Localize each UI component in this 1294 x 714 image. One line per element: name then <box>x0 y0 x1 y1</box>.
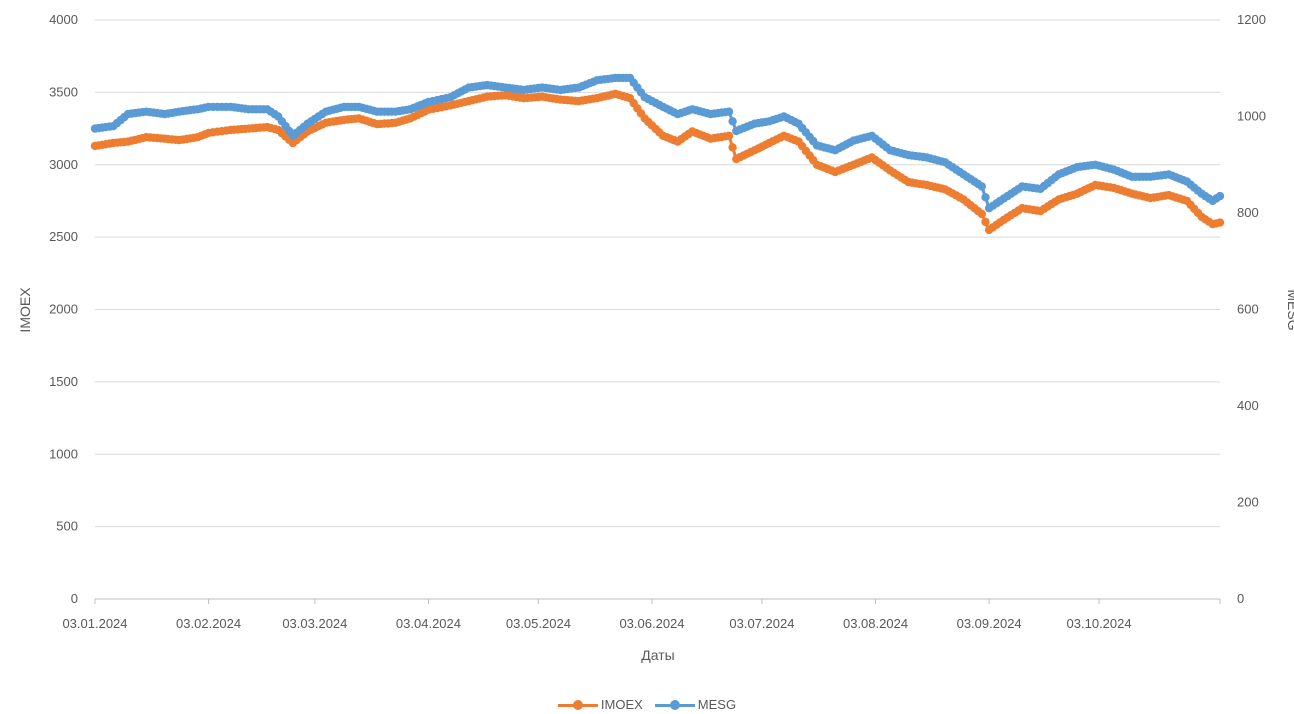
data-point <box>724 131 734 140</box>
x-tick-label: 03.07.2024 <box>729 616 794 631</box>
x-tick-label: 03.04.2024 <box>396 616 461 631</box>
right-tick-label: 200 <box>1237 495 1259 510</box>
x-tick-label: 03.08.2024 <box>843 616 908 631</box>
legend-swatch-imoex <box>557 699 598 710</box>
left-tick-label: 3000 <box>49 157 78 172</box>
x-tick-label: 03.09.2024 <box>957 616 1022 631</box>
legend-swatch-mesg <box>654 699 695 710</box>
data-point <box>1215 218 1225 227</box>
series-line-imoex <box>94 92 1221 232</box>
data-point <box>1215 191 1225 201</box>
data-point <box>728 143 737 152</box>
x-tick-label: 03.02.2024 <box>176 616 241 631</box>
left-tick-label: 0 <box>71 591 78 606</box>
left-tick-label: 2500 <box>49 229 78 244</box>
x-axis-title: Даты <box>641 647 674 663</box>
left-axis-title: IMOEX <box>17 287 33 333</box>
legend-label-imoex: IMOEX <box>600 697 643 712</box>
legend-label-mesg: MESG <box>697 697 737 712</box>
series-layer <box>90 73 1225 235</box>
series-mesg <box>90 73 1225 213</box>
right-tick-label: 1200 <box>1237 12 1266 27</box>
right-axis-title: MESG <box>1285 289 1294 330</box>
legend-item-mesg[interactable]: MESG <box>654 697 737 712</box>
right-tick-label: 0 <box>1237 591 1244 606</box>
left-tick-label: 1000 <box>49 446 78 461</box>
right-tick-label: 600 <box>1237 302 1259 317</box>
right-tick-label: 400 <box>1237 398 1259 413</box>
left-tick-label: 1500 <box>49 374 78 389</box>
x-tick-label: 03.05.2024 <box>506 616 571 631</box>
x-tick-label: 03.03.2024 <box>282 616 347 631</box>
dual-axis-line-chart: 0 500 1000 1500 2000 2500 3000 3500 4000 0 200 400… <box>17 12 1294 663</box>
data-point <box>977 182 986 191</box>
legend-item-imoex[interactable]: IMOEX <box>557 697 643 712</box>
data-point <box>728 117 737 126</box>
left-tick-label: 3500 <box>49 84 78 99</box>
left-axis-ticks: 0 500 1000 1500 2000 2500 3000 3500 4000 <box>49 12 78 606</box>
left-tick-label: 2000 <box>49 302 78 317</box>
x-tick-label: 03.06.2024 <box>619 616 684 631</box>
x-axis-ticks: 03.01.2024 03.02.2024 03.03.2024 03.04.2024… <box>62 599 1221 631</box>
right-tick-label: 1000 <box>1237 109 1266 124</box>
series-line-mesg <box>94 76 1221 210</box>
x-tick-label: 03.10.2024 <box>1067 616 1132 631</box>
data-point <box>981 217 990 227</box>
gridlines <box>95 19 1220 600</box>
data-point <box>977 209 986 219</box>
legend: IMOEX MESG <box>0 697 1294 712</box>
x-tick-label: 03.01.2024 <box>62 616 127 631</box>
left-tick-label: 4000 <box>49 12 78 27</box>
left-tick-label: 500 <box>56 519 78 534</box>
right-tick-label: 800 <box>1237 205 1259 220</box>
series-imoex <box>90 89 1225 235</box>
data-point <box>724 107 734 116</box>
data-point <box>981 193 990 202</box>
right-axis-ticks: 0 200 400 600 800 1000 1200 <box>1237 12 1266 606</box>
